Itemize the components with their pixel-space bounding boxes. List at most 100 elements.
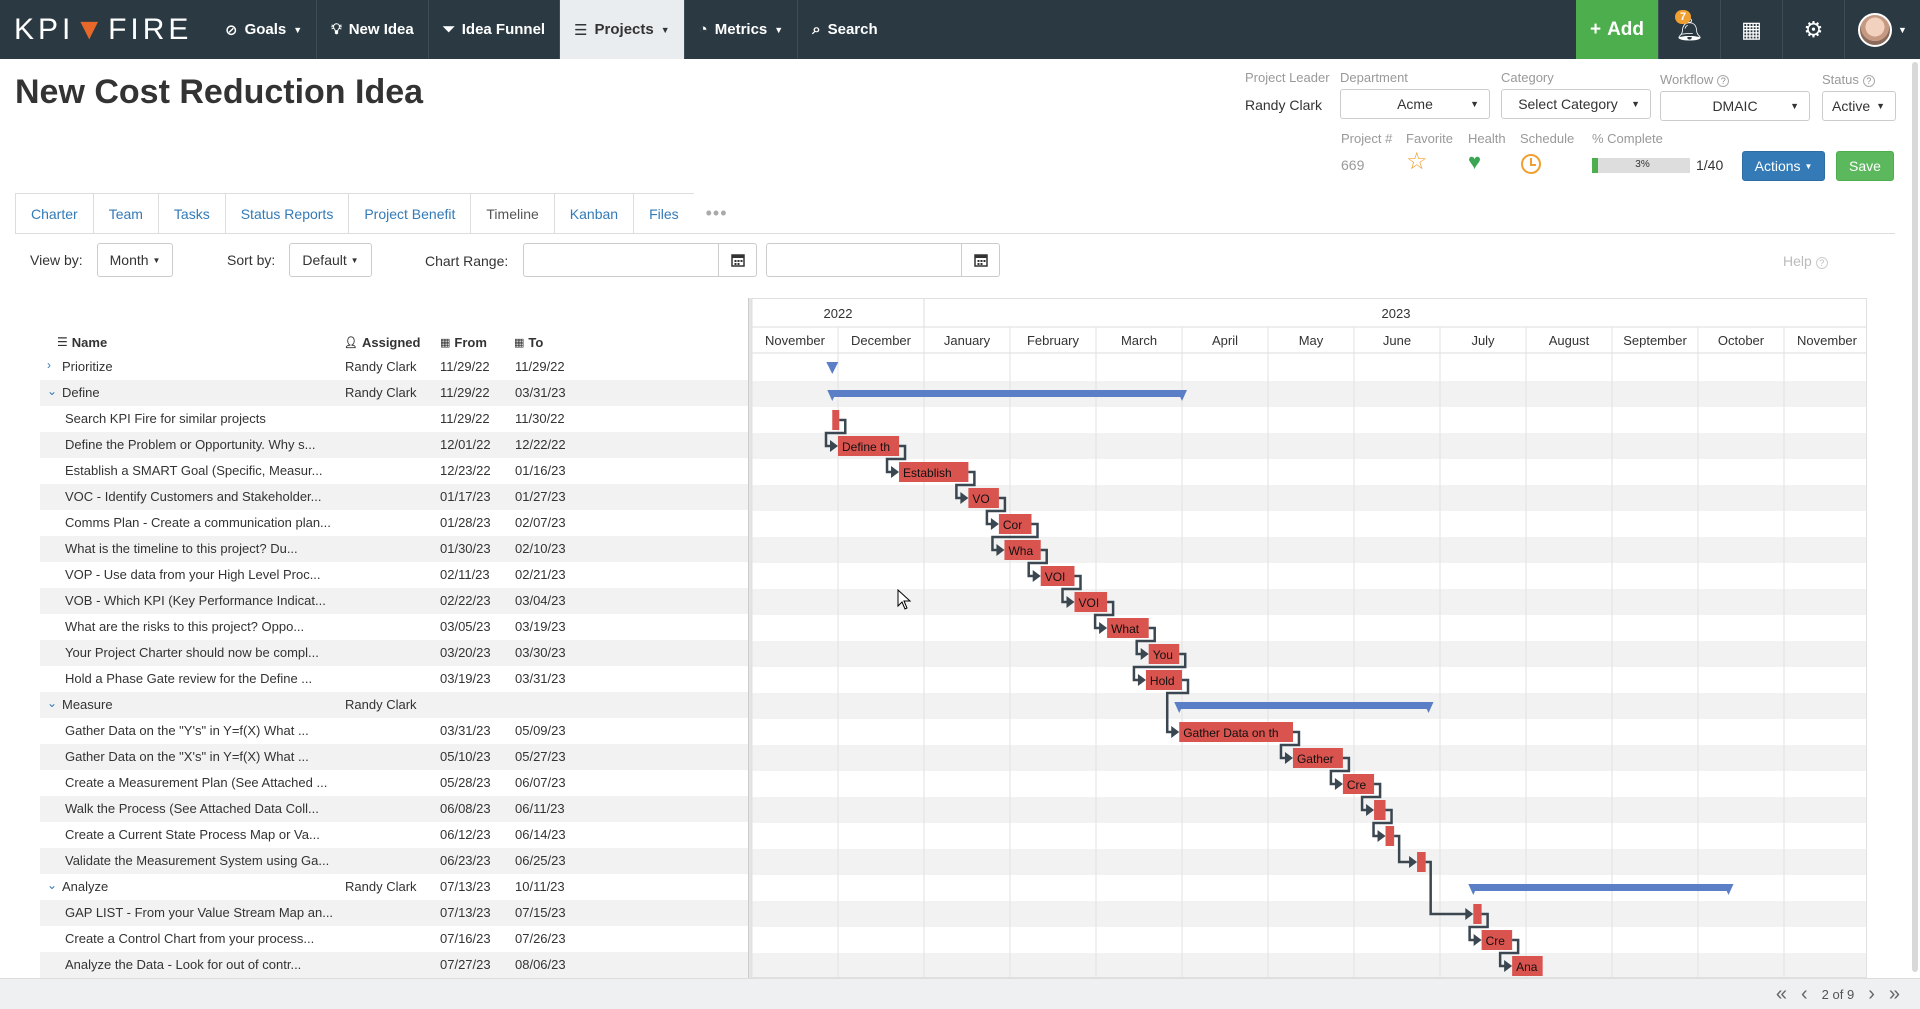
row-from: 06/12/23 xyxy=(440,827,491,842)
chevron-right-icon[interactable]: › xyxy=(47,358,51,372)
kpifire-logo[interactable]: KPI ▼ FIRE xyxy=(0,0,211,59)
funnel-icon: ⏷ xyxy=(442,21,455,38)
project-tabs: Charter Team Tasks Status Reports Projec… xyxy=(15,193,728,234)
tab-files[interactable]: Files xyxy=(633,193,694,234)
nav-idea-funnel[interactable]: ⏷ Idea Funnel xyxy=(429,0,561,59)
workflow-select[interactable]: DMAIC ▼ xyxy=(1660,91,1810,121)
phase-start-marker xyxy=(827,390,838,401)
caret-down-icon: ▼ xyxy=(152,255,161,265)
user-menu[interactable]: ▼ xyxy=(1844,0,1920,59)
task-row[interactable]: Analyze the Data - Look for out of contr… xyxy=(40,952,748,978)
phase-row[interactable]: ⌄ Measure Randy Clark xyxy=(40,692,748,718)
apps-grid-button[interactable]: ▦ xyxy=(1720,0,1782,59)
user-icon: 👤︎ xyxy=(344,336,358,349)
grid-splitter[interactable] xyxy=(748,298,752,980)
task-row[interactable]: Hold a Phase Gate review for the Define … xyxy=(40,666,748,692)
task-row[interactable]: Your Project Charter should now be compl… xyxy=(40,640,748,666)
nav-goals[interactable]: ⊘ Goals ▼ xyxy=(211,0,318,59)
gantt-row-stripe xyxy=(752,797,1866,823)
phase-row[interactable]: › Prioritize Randy Clark 11/29/22 11/29/22 xyxy=(40,354,748,380)
row-to: 02/07/23 xyxy=(515,515,566,530)
status-label: Status? xyxy=(1822,72,1875,87)
settings-button[interactable]: ⚙ xyxy=(1782,0,1844,59)
star-icon[interactable]: ☆ xyxy=(1406,148,1428,175)
chart-range-start-calendar[interactable] xyxy=(718,243,757,277)
nav-projects[interactable]: ☰ Projects ▼ xyxy=(560,0,685,59)
help-link[interactable]: Help? xyxy=(1783,253,1828,269)
dependency-link xyxy=(1394,834,1415,864)
tab-team[interactable]: Team xyxy=(92,193,158,234)
chevron-down-icon[interactable]: ⌄ xyxy=(47,878,58,892)
chart-range-start-input[interactable] xyxy=(523,243,719,277)
chevron-down-icon[interactable]: ⌄ xyxy=(47,696,58,710)
notifications-button[interactable]: 7 🔔︎ xyxy=(1658,0,1720,59)
tab-kanban[interactable]: Kanban xyxy=(553,193,634,234)
dependency-arrow-icon xyxy=(1504,960,1513,972)
nav-metrics[interactable]: ◔ Metrics ▼ xyxy=(685,0,799,59)
nav-new-idea[interactable]: 💡︎ New Idea xyxy=(317,0,429,59)
tab-tasks[interactable]: Tasks xyxy=(157,193,225,234)
prev-page-icon[interactable]: ‹ xyxy=(1801,983,1808,1005)
next-page-icon[interactable]: › xyxy=(1868,983,1875,1005)
caret-down-icon: ▼ xyxy=(1898,24,1907,35)
task-row[interactable]: Define the Problem or Opportunity. Why s… xyxy=(40,432,748,458)
chart-range-end-calendar[interactable] xyxy=(961,243,1000,277)
row-to: 03/31/23 xyxy=(515,671,566,686)
phase-row[interactable]: ⌄ Analyze Randy Clark 07/13/23 10/11/23 xyxy=(40,874,748,900)
gantt-row-stripe xyxy=(752,433,1866,459)
help-icon[interactable]: ? xyxy=(1862,75,1875,87)
help-icon[interactable]: ? xyxy=(1717,75,1730,87)
task-row[interactable]: GAP LIST - From your Value Stream Map an… xyxy=(40,900,748,926)
nav-search[interactable]: ⌕ Search xyxy=(812,21,878,38)
task-row[interactable]: Create a Measurement Plan (See Attached … xyxy=(40,770,748,796)
first-page-icon[interactable]: « xyxy=(1775,983,1787,1005)
department-select[interactable]: Acme ▼ xyxy=(1340,89,1490,119)
column-header-name[interactable]: ☰ Name xyxy=(57,334,108,350)
task-row[interactable]: Search KPI Fire for similar projects 11/2… xyxy=(40,406,748,432)
last-page-icon[interactable]: » xyxy=(1888,983,1900,1005)
task-row[interactable]: Comms Plan - Create a communication plan… xyxy=(40,510,748,536)
task-row[interactable]: Validate the Measurement System using Ga… xyxy=(40,848,748,874)
task-row[interactable]: Create a Control Chart from your process… xyxy=(40,926,748,952)
more-tabs-icon[interactable]: ••• xyxy=(705,203,728,223)
save-button[interactable]: Save xyxy=(1836,151,1894,181)
task-bar xyxy=(1004,540,1041,560)
tab-timeline[interactable]: Timeline xyxy=(470,193,554,234)
page-scrollbar[interactable] xyxy=(1912,62,1918,972)
task-row[interactable]: What is the timeline to this project? Du… xyxy=(40,536,748,562)
view-by-dropdown[interactable]: Month ▼ xyxy=(97,243,173,277)
task-row[interactable]: Gather Data on the "X's" in Y=f(X) What … xyxy=(40,744,748,770)
task-bar-label: Cre xyxy=(1486,934,1506,948)
chart-range-end-input[interactable] xyxy=(766,243,962,277)
project-leader-value: Randy Clark xyxy=(1245,97,1323,113)
category-label: Category xyxy=(1501,70,1554,85)
task-row[interactable]: Create a Current State Process Map or Va… xyxy=(40,822,748,848)
category-select[interactable]: Select Category ▼ xyxy=(1501,89,1651,119)
status-select[interactable]: Active ▼ xyxy=(1822,91,1896,121)
task-row[interactable]: Gather Data on the "Y's" in Y=f(X) What … xyxy=(40,718,748,744)
sort-by-dropdown[interactable]: Default ▼ xyxy=(289,243,372,277)
task-row[interactable]: Establish a SMART Goal (Specific, Measur… xyxy=(40,458,748,484)
row-from: 11/29/22 xyxy=(440,385,490,400)
task-bar xyxy=(838,436,900,456)
task-bar xyxy=(1385,826,1395,846)
tab-project-benefit[interactable]: Project Benefit xyxy=(348,193,471,234)
chevron-down-icon[interactable]: ⌄ xyxy=(47,384,58,398)
task-row[interactable]: What are the risks to this project? Oppo… xyxy=(40,614,748,640)
task-row[interactable]: VOB - Which KPI (Key Performance Indicat… xyxy=(40,588,748,614)
phase-row[interactable]: ⌄ Define Randy Clark 11/29/22 03/31/23 xyxy=(40,380,748,406)
column-header-from[interactable]: ▦ From xyxy=(440,334,487,350)
task-row[interactable]: VOC - Identify Customers and Stakeholder… xyxy=(40,484,748,510)
task-bar xyxy=(968,488,999,508)
tab-charter[interactable]: Charter xyxy=(15,193,93,234)
caret-down-icon: ▼ xyxy=(774,24,784,35)
column-header-assigned[interactable]: 👤︎ Assigned xyxy=(344,334,421,350)
add-button[interactable]: + Add xyxy=(1576,0,1658,59)
tab-status-reports[interactable]: Status Reports xyxy=(224,193,349,234)
column-header-to[interactable]: ▦ To xyxy=(514,334,544,350)
month-label: November xyxy=(1797,333,1858,348)
actions-button[interactable]: Actions ▼ xyxy=(1742,151,1825,181)
task-row[interactable]: VOP - Use data from your High Level Proc… xyxy=(40,562,748,588)
month-label: May xyxy=(1299,333,1324,348)
task-row[interactable]: Walk the Process (See Attached Data Coll… xyxy=(40,796,748,822)
